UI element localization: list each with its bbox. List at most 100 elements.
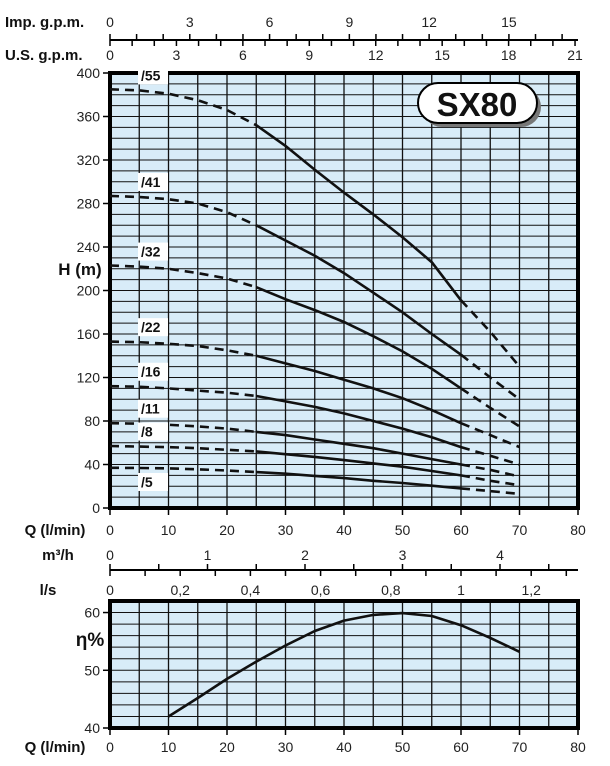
x-tick-label: 10 xyxy=(161,522,177,538)
series-line-dashed xyxy=(109,194,257,227)
series-line-dashed xyxy=(460,387,521,428)
ls-tick-label: 1,2 xyxy=(521,582,541,598)
y-axis-label: η% xyxy=(76,630,105,651)
y-tick-label: 80 xyxy=(84,413,100,429)
x-tick-label: 60 xyxy=(453,739,469,755)
x-tick-label: 70 xyxy=(512,739,528,755)
y-tick-label: 200 xyxy=(77,283,101,299)
series-line-dashed xyxy=(109,264,257,289)
us-gpm-tick-label: 12 xyxy=(368,47,384,63)
imp-gpm-tick-label: 3 xyxy=(186,14,194,30)
ls-tick-label: 0,8 xyxy=(381,582,401,598)
y-tick-label: 40 xyxy=(84,457,100,473)
x-tick-label: 80 xyxy=(570,522,586,538)
series-line-dashed xyxy=(109,88,257,127)
series-line xyxy=(255,124,463,302)
m3h-tick-label: 4 xyxy=(496,547,504,563)
series-line xyxy=(256,394,462,449)
series-label-box xyxy=(138,399,168,418)
series-line-dashed xyxy=(109,466,257,474)
series-line xyxy=(256,470,462,490)
m3h-tick-label: 0 xyxy=(106,547,114,563)
series-label-box xyxy=(138,472,168,491)
y-tick-label: 280 xyxy=(77,196,101,212)
series-label: /8 xyxy=(141,424,153,440)
series-line-dashed xyxy=(460,421,520,449)
x-tick-label: 20 xyxy=(219,739,235,755)
imp-gpm-tick-label: 12 xyxy=(421,14,437,30)
imp-gpm-tick-label: 6 xyxy=(266,14,274,30)
series-line xyxy=(255,224,462,356)
series-label-box xyxy=(138,242,168,261)
series-label: /32 xyxy=(141,244,161,260)
x-tick-label: 50 xyxy=(395,739,411,755)
m3h-tick-label: 1 xyxy=(204,547,212,563)
y-tick-label: 50 xyxy=(84,662,100,678)
y-axis-label: H (m) xyxy=(58,260,101,279)
series-line-dashed xyxy=(460,487,520,496)
ls-tick-label: 1 xyxy=(457,582,465,598)
series-line-dashed xyxy=(109,384,257,398)
x-tick-label: 0 xyxy=(106,739,114,755)
badge xyxy=(417,82,538,124)
ls-tick-label: 0 xyxy=(106,582,114,598)
series-line-dashed xyxy=(460,445,520,466)
us-gpm-tick-label: 0 xyxy=(106,47,114,63)
x-tick-label: 30 xyxy=(278,739,294,755)
series-line-dashed xyxy=(460,463,520,478)
series-label: /22 xyxy=(141,319,161,335)
y-tick-label: 240 xyxy=(77,239,101,255)
series-label: /5 xyxy=(141,474,153,490)
imp-gpm-tick-label: 15 xyxy=(501,14,517,30)
us-gpm-tick-label: 21 xyxy=(567,47,583,63)
series-label: /16 xyxy=(141,364,161,380)
series-label-box xyxy=(138,172,168,191)
series-line-dashed xyxy=(109,421,257,434)
y-tick-label: 0 xyxy=(92,500,100,516)
x-tick-label: 40 xyxy=(336,739,352,755)
us-gpm-tick-label: 9 xyxy=(305,47,313,63)
y-tick-label: 320 xyxy=(77,152,101,168)
series-line xyxy=(256,450,462,477)
imp-gpm-tick-label: 9 xyxy=(345,14,353,30)
m3h-label: m³/h xyxy=(42,547,74,564)
ls-tick-label: 0,2 xyxy=(170,582,190,598)
y-tick-label: 60 xyxy=(84,605,100,621)
y-tick-label: 120 xyxy=(77,370,101,386)
series-line xyxy=(256,430,462,466)
x-tick-label: 80 xyxy=(570,739,586,755)
ls-label: l/s xyxy=(40,582,57,599)
x-tick-label: 50 xyxy=(395,522,411,538)
x-tick-label: 30 xyxy=(278,522,294,538)
efficiency-line xyxy=(167,611,521,718)
x-tick-label: 70 xyxy=(512,522,528,538)
series-label-box xyxy=(138,318,168,337)
x-tick-label: 60 xyxy=(453,522,469,538)
x-axis-label: Q (l/min) xyxy=(25,739,86,756)
series-label: /55 xyxy=(141,67,161,83)
x-tick-label: 10 xyxy=(161,739,177,755)
badge-title: SX80 xyxy=(437,86,518,123)
x-tick-label: 0 xyxy=(106,522,114,538)
y-tick-label: 360 xyxy=(77,109,101,125)
series-label-box xyxy=(138,422,168,441)
x-tick-label: 40 xyxy=(336,522,352,538)
series-line-dashed xyxy=(460,474,520,487)
series-label-box xyxy=(138,362,168,381)
imp-gpm-tick-label: 0 xyxy=(106,14,114,30)
y-tick-label: 160 xyxy=(77,326,101,342)
series-line-dashed xyxy=(109,340,257,358)
imp-gpm-label: Imp. g.p.m. xyxy=(5,14,84,31)
series-line-dashed xyxy=(460,353,521,401)
us-gpm-tick-label: 15 xyxy=(434,47,450,63)
m3h-tick-label: 3 xyxy=(399,547,407,563)
y-tick-label: 400 xyxy=(77,65,101,81)
series-label: /11 xyxy=(141,401,160,417)
us-gpm-tick-label: 6 xyxy=(239,47,247,63)
series-label-box xyxy=(138,66,168,85)
y-tick-label: 40 xyxy=(84,720,100,736)
ls-tick-label: 0,6 xyxy=(311,582,331,598)
us-gpm-tick-label: 18 xyxy=(501,47,517,63)
series-line xyxy=(255,354,462,425)
